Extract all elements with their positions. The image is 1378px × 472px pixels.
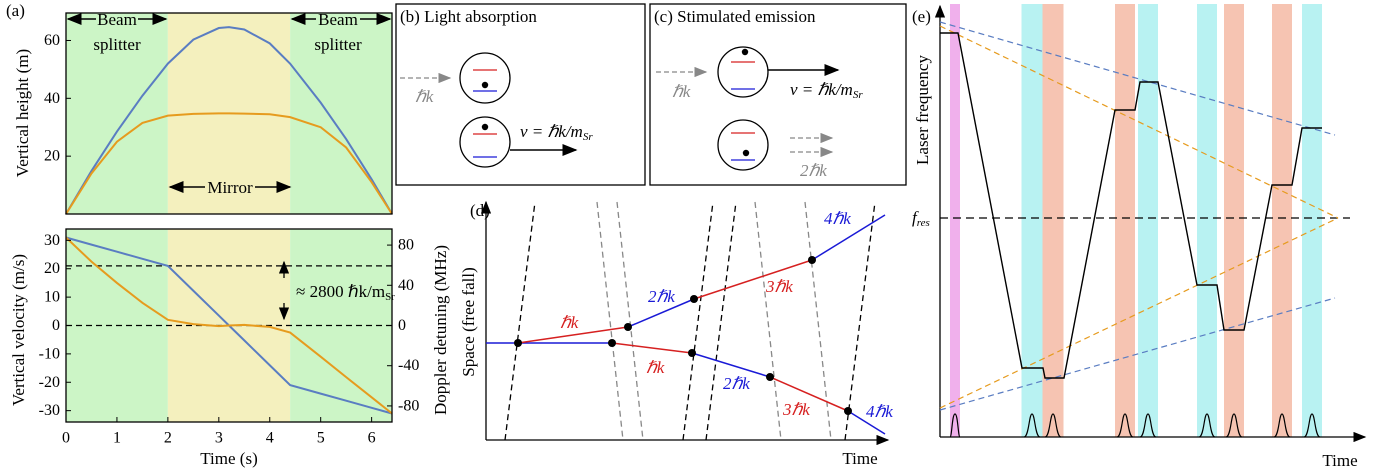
trajectory xyxy=(694,260,812,299)
electron xyxy=(482,124,488,130)
x-tick-label: 1 xyxy=(113,430,121,447)
momentum-label: 4ℏk xyxy=(824,209,851,228)
electron xyxy=(482,82,488,88)
pulse-bar xyxy=(1115,4,1135,437)
y2-tick-label: -80 xyxy=(398,397,419,414)
trajectory xyxy=(612,343,692,353)
y-axis-label: Laser frequency xyxy=(913,55,932,165)
annotation: ≈ 2800 ℏk/mSr xyxy=(296,282,395,303)
x-tick-label: 0 xyxy=(62,430,70,447)
y-tick-label: -10 xyxy=(39,345,60,362)
momentum-label: ℏk xyxy=(646,358,665,377)
x-tick-label: 4 xyxy=(266,430,274,447)
velocity-label: v = ℏk/mSr xyxy=(790,80,863,101)
atom xyxy=(718,120,768,170)
y-tick-label: 10 xyxy=(44,289,60,306)
x-axis-label: Time xyxy=(1322,451,1357,470)
panel-label: (a) xyxy=(6,1,25,20)
y-tick-label: 60 xyxy=(44,32,60,49)
electron xyxy=(743,150,749,156)
y-tick-label: 20 xyxy=(44,148,60,165)
velocity-sub: Sr xyxy=(583,131,594,143)
page: Figure {"chart_data": [ {"type": "line",… xyxy=(0,0,1378,472)
momentum-label: 4ℏk xyxy=(866,402,893,421)
atom xyxy=(460,53,510,103)
y2-tick-label: 40 xyxy=(398,277,414,294)
annotation: Mirror xyxy=(207,178,253,197)
annotation: Beam xyxy=(97,10,137,29)
panel-a-plots: 20 40 60 -30 -20 -10 0 10 20 30 -80 -40 0 40 80 0 1 2 3 4 5 6 xyxy=(39,13,420,447)
y-tick-label: -30 xyxy=(39,402,60,419)
y2-tick-label: 0 xyxy=(398,317,406,334)
momentum-label: ℏk xyxy=(560,313,579,332)
y-axis-label: Vertical velocity (m/s) xyxy=(9,254,28,406)
pulse-bar xyxy=(1138,4,1158,437)
momentum-label: 2ℏk xyxy=(800,161,827,180)
panel-title: (c) Stimulated emission xyxy=(654,7,816,26)
resonance-label: fres xyxy=(912,208,930,229)
y2-axis-label: Doppler detuning (MHz) xyxy=(431,245,450,415)
pulse-bar xyxy=(1043,4,1064,437)
pulse-bar xyxy=(1022,4,1043,437)
panel-label: (d) xyxy=(470,201,490,220)
annotation: splitter xyxy=(93,35,141,54)
y-axis-label: Space (free fall) xyxy=(459,267,478,376)
x-tick-label: 2 xyxy=(164,430,172,447)
x-axis-label: Time xyxy=(842,449,877,468)
annotation-text: ≈ 2800 ℏk/m xyxy=(296,282,385,301)
pulse-bar xyxy=(1224,4,1244,437)
y-tick-label: 40 xyxy=(44,90,60,107)
y-axis-label: Vertical height (m) xyxy=(13,49,32,177)
panel-box xyxy=(396,4,645,185)
y-tick-label: 30 xyxy=(44,232,60,249)
x-tick-label: 6 xyxy=(368,430,376,447)
velocity-label: v = ℏk/mSr xyxy=(520,122,593,143)
pulse-bar xyxy=(1197,4,1217,437)
y-tick-label: 20 xyxy=(44,260,60,277)
annotation: splitter xyxy=(314,35,362,54)
momentum-label: 3ℏk xyxy=(782,400,810,419)
velocity-text: v = ℏk/m xyxy=(520,122,583,141)
pulse-bar xyxy=(1272,4,1292,437)
panel-title: (b) Light absorption xyxy=(400,7,537,26)
pulse-bar xyxy=(950,4,960,437)
resonance-sub: res xyxy=(917,217,930,229)
annotation: Beam xyxy=(318,10,358,29)
annotation-sub: Sr xyxy=(385,291,395,303)
laser-pulses xyxy=(950,4,1322,437)
velocity-text: v = ℏk/m xyxy=(790,80,853,99)
electron xyxy=(742,49,748,55)
y2-tick-label: -40 xyxy=(398,357,419,374)
figure: 20 40 60 -30 -20 -10 0 10 20 30 -80 -40 0 40 80 0 1 2 3 4 5 6… xyxy=(0,0,1378,472)
y2-tick-label: 80 xyxy=(398,237,414,254)
x-axis-label: Time (s) xyxy=(200,449,257,468)
y-tick-label: 0 xyxy=(52,317,60,334)
momentum-label: ℏk xyxy=(415,87,434,106)
panel-label: (e) xyxy=(912,7,931,26)
velocity-sub: Sr xyxy=(853,89,864,101)
pulse-bar xyxy=(1302,4,1322,437)
x-tick-label: 5 xyxy=(317,430,325,447)
momentum-label: 3ℏk xyxy=(765,277,793,296)
momentum-label: 2ℏk xyxy=(723,374,750,393)
body: 20 40 60 -30 -20 -10 0 10 20 30 -80 -40 0 40 80 0 1 2 3 4 5 6… xyxy=(0,0,1378,472)
momentum-label: ℏk xyxy=(672,82,691,101)
momentum-label: 2ℏk xyxy=(648,287,675,306)
y-tick-label: -20 xyxy=(39,374,60,391)
x-tick-label: 3 xyxy=(215,430,223,447)
